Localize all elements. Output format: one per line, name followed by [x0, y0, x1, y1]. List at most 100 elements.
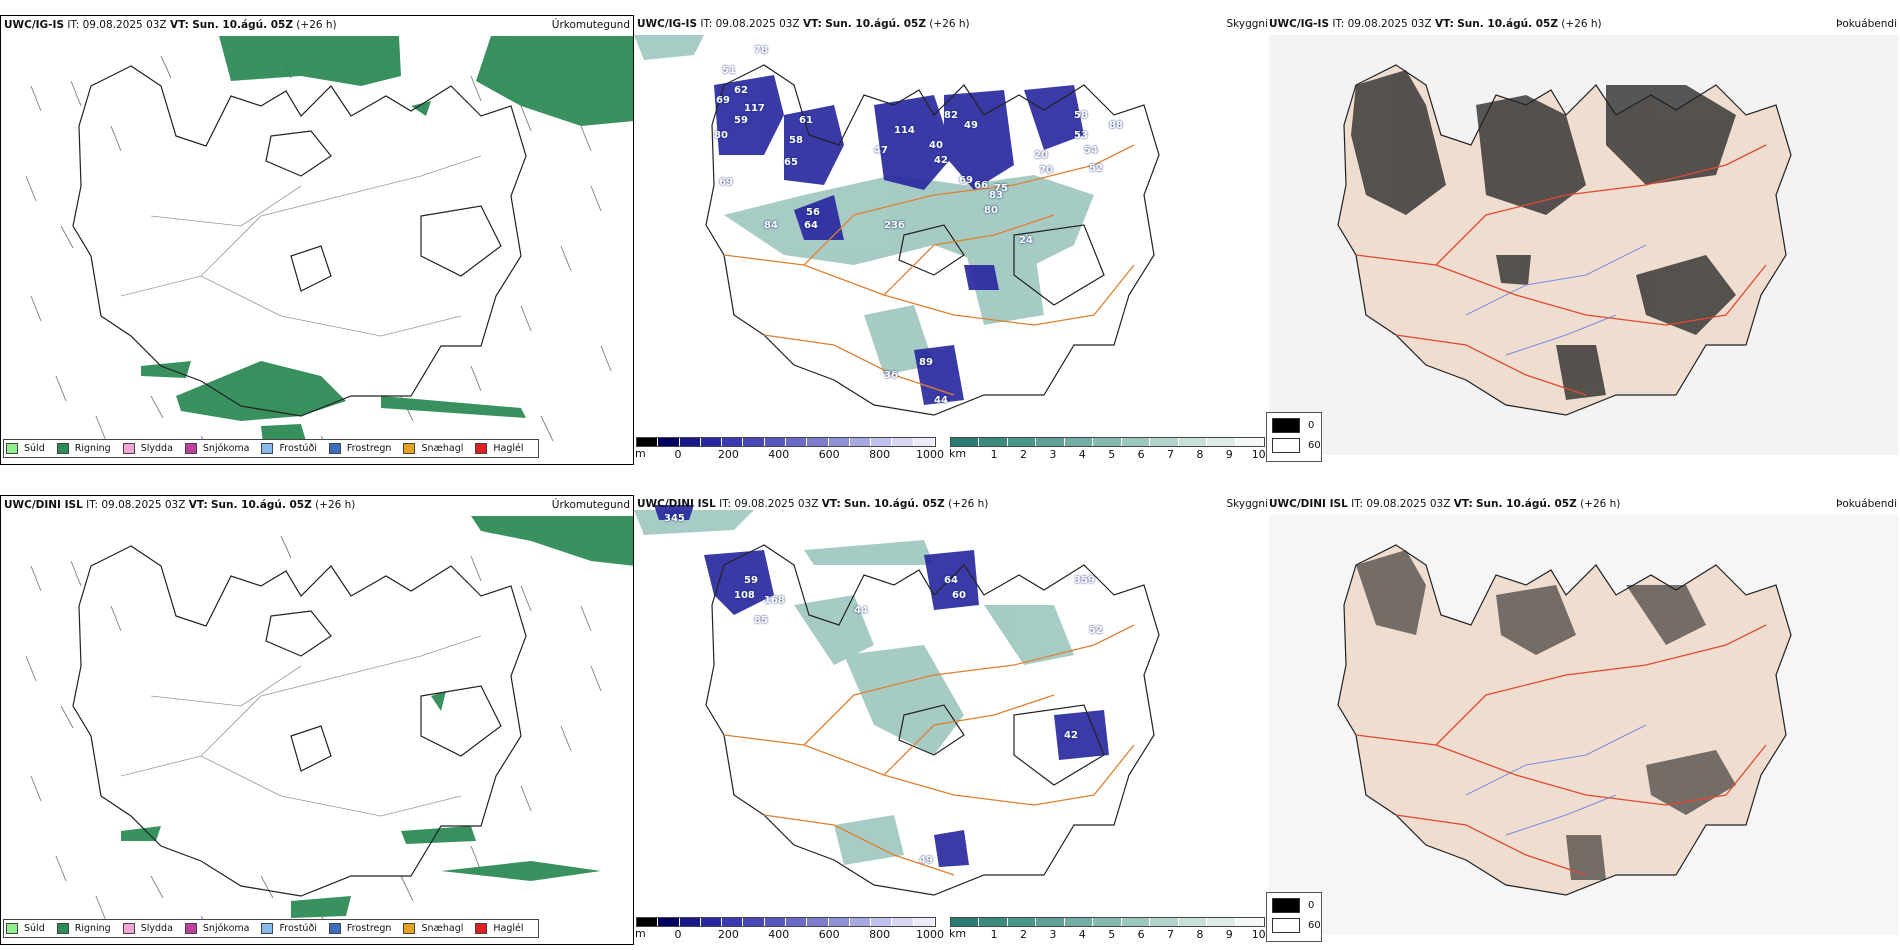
colorbar-tick-label: 400	[768, 448, 790, 461]
legend-item: Haglél	[475, 443, 524, 454]
legend-item: Súld	[6, 923, 45, 934]
legend-item: Snjókoma	[184, 443, 249, 454]
legend-swatch	[122, 443, 135, 454]
colorbar-segment	[1178, 918, 1208, 926]
fog-legend-row: 0	[1272, 898, 1321, 913]
legend-label: Slydda	[140, 923, 173, 934]
ceiling-visibility-panel-bottom: 0 200 400 600 800 1000 m 1 2 3 4 5 6 7 8 9 10 km UWC/D…	[634, 495, 1268, 945]
ceiling-value-label: 61	[799, 115, 813, 126]
precip-type-map-bottom	[25, 516, 633, 937]
colorbar-segment	[849, 438, 872, 446]
panel-title: Úrkomutegund	[551, 19, 630, 31]
colorbar-tick-label: 0	[674, 448, 682, 461]
colorbar-segment	[871, 438, 893, 446]
legend-item: Snjókoma	[184, 923, 249, 934]
colorbar-segment	[658, 918, 680, 926]
legend-label: Rigning	[74, 923, 111, 934]
colorbar-segment	[1207, 918, 1236, 926]
fog-legend-row: 0	[1272, 418, 1321, 433]
colorbar-tick-label: 7	[1167, 928, 1174, 941]
colorbar-segment	[679, 918, 701, 926]
ceiling-value-label: 62	[734, 85, 748, 96]
colorbar-segment	[951, 438, 980, 446]
iceland-outline	[72, 65, 527, 417]
colorbar-segment	[637, 438, 659, 446]
colorbar-tick-label: 200	[717, 928, 739, 941]
ceiling-value-label: 53	[1074, 130, 1088, 141]
colorbar-tick-label: 5	[1108, 448, 1116, 461]
legend-item: Frostúði	[261, 443, 317, 454]
colorbar-tick-label: 600	[818, 448, 840, 461]
ceiling-value-label: 65	[784, 157, 798, 168]
panel-header: UWC/IG-IS IT: 09.08.2025 03Z VT: Sun. 10…	[637, 18, 970, 30]
colorbar-tick-label: 400	[768, 928, 790, 941]
colorbar-tick-label: 3	[1049, 448, 1057, 461]
fog-legend-label: 0	[1308, 900, 1315, 911]
ceiling-value-label: 236	[884, 220, 905, 231]
ceiling-value-label: 78	[754, 45, 768, 56]
colorbar-tick-label: 10	[1251, 448, 1266, 461]
ceiling-value-label: 51	[722, 65, 736, 76]
colorbar-segment	[1093, 918, 1122, 926]
colorbar-segment	[1235, 918, 1264, 926]
ceiling-value-label: 84	[764, 220, 778, 231]
fog-index-panel-top: 0 60 UWC/IG-IS IT: 09.08.2025 03Z VT: Sun…	[1266, 15, 1900, 465]
colorbar-segment	[1178, 438, 1208, 446]
legend-swatch	[475, 443, 488, 454]
ceiling-value-label: 59	[734, 115, 748, 126]
ceiling-value-label: 54	[1084, 145, 1098, 156]
ceiling-value-label: 56	[806, 207, 820, 218]
legend-label: Slydda	[140, 443, 173, 454]
legend-label: Súld	[24, 923, 45, 934]
colorbar-segment	[1007, 438, 1037, 446]
panel-header: UWC/IG-IS IT: 09.08.2025 03Z VT: Sun. 10…	[4, 19, 337, 31]
ceiling-value-label: 59	[744, 575, 758, 586]
legend-swatch	[184, 923, 197, 934]
ceiling-value-label: 82	[944, 110, 958, 121]
ceiling-value-label: 117	[744, 103, 765, 114]
iceland-outline	[705, 544, 1160, 896]
legend-label: Frostúði	[279, 923, 317, 934]
colorbar-segment	[828, 438, 850, 446]
colorbar-segment	[764, 438, 786, 446]
ceiling-value-label: 69	[719, 177, 733, 188]
ceiling-value-label: 52	[1089, 163, 1103, 174]
colorbar-tick-label: 4	[1078, 448, 1086, 461]
colorbar-tick-label: 200	[717, 448, 739, 461]
ceiling-value-label: 24	[1019, 235, 1033, 246]
colorbar-tick-label: 2	[1020, 448, 1027, 461]
ceiling-value-label: 114	[894, 125, 915, 136]
fog-areas	[1351, 70, 1736, 400]
roads	[1355, 624, 1767, 876]
colorbar-tick-label: 10	[1251, 928, 1266, 941]
legend-swatch	[56, 923, 69, 934]
legend-item: Rigning	[56, 443, 111, 454]
ceiling-value-label: 89	[919, 357, 933, 368]
visibility-colorbar: 1 2 3 4 5 6 7 8 9 10 km	[949, 917, 1266, 941]
ceiling-value-label: 66	[974, 180, 988, 191]
legend-label: Haglél	[493, 443, 524, 454]
ceiling-value-label: 69	[716, 95, 730, 106]
ceiling-value-label: 345	[664, 513, 685, 524]
ceiling-value-label: 20	[1034, 150, 1048, 161]
fog-map-bottom	[1269, 515, 1899, 935]
legend-swatch	[184, 443, 197, 454]
legend-label: Snæhagl	[421, 923, 464, 934]
ceiling-visibility-panel-top: 0 200 400 600 800 1000 m 1 2 3 4 5 6 7 8 9 10 km UWC/I…	[634, 15, 1268, 465]
colorbar-tick-label: 6	[1137, 448, 1145, 461]
legend-swatch	[403, 923, 416, 934]
ceiling-value-label: 44	[934, 395, 948, 406]
colorbar-segment	[1036, 438, 1065, 446]
colorbar-segment	[849, 918, 872, 926]
rivers	[1465, 724, 1647, 836]
colorbar-segment	[979, 438, 1008, 446]
ceiling-value-label: 83	[989, 190, 1003, 201]
fog-legend: 0 60	[1266, 412, 1322, 462]
legend-swatch	[261, 923, 274, 934]
ceiling-colorbar: 0 200 400 600 800 1000 m	[635, 917, 944, 941]
colorbar-tick-label: 8	[1196, 448, 1204, 461]
colorbar-segment	[785, 438, 808, 446]
colorbar-segment	[1121, 438, 1151, 446]
colorbar-tick-label: 600	[818, 928, 840, 941]
colorbar-segment	[1064, 438, 1094, 446]
